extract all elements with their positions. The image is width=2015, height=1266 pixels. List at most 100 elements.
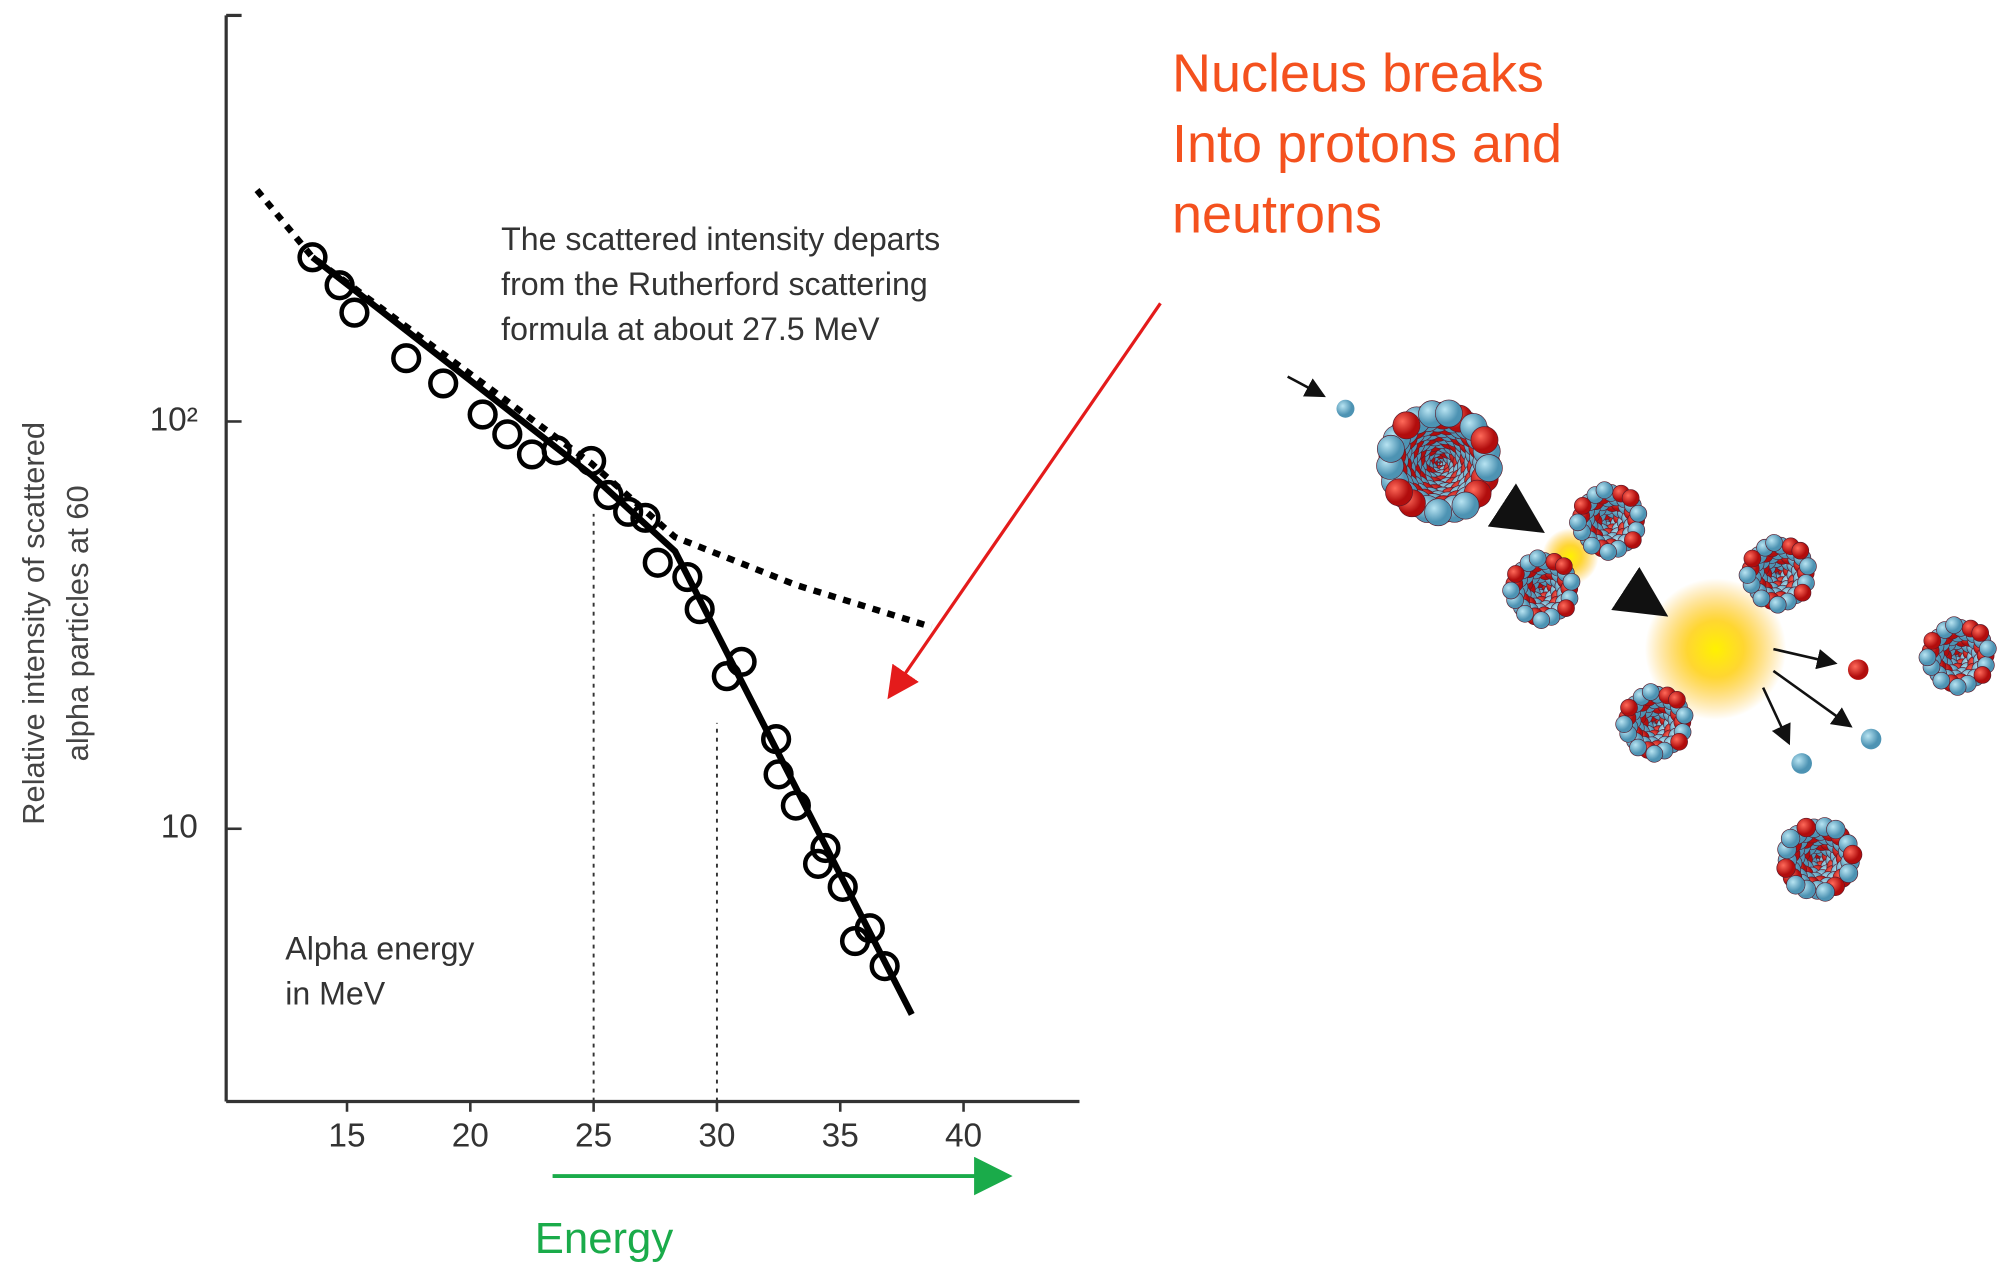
side-note: Into protons and: [1172, 114, 1562, 174]
pointer-arrow: [887, 302, 1162, 700]
nucleon: [1838, 863, 1859, 883]
nucleus: [1502, 549, 1581, 629]
x-tick-label: 40: [945, 1117, 982, 1154]
nucleon: [1470, 426, 1499, 455]
nucleus: [1376, 399, 1503, 527]
data-point: [492, 419, 523, 450]
nucleon: [1451, 491, 1480, 520]
nucleon: [1474, 454, 1503, 482]
nucleon: [1392, 411, 1421, 440]
x-tick-label: 25: [575, 1117, 612, 1154]
nucleon: [1752, 589, 1771, 608]
nucleon: [1385, 478, 1413, 507]
data-point: [810, 832, 841, 864]
y-tick-label: 10: [161, 809, 198, 846]
nucleon: [1562, 572, 1581, 591]
x-tick-label: 30: [698, 1117, 735, 1154]
nucleus: [1569, 481, 1648, 561]
data-point: [428, 368, 459, 399]
nucleon: [1595, 481, 1614, 500]
motion-arrow: [1487, 483, 1545, 534]
data-point: [684, 594, 715, 625]
data-point: [763, 759, 794, 790]
side-note: Nucleus breaks: [1172, 43, 1544, 103]
nucleon: [1516, 605, 1534, 623]
nucleon: [1945, 616, 1963, 634]
nucleon: [1557, 599, 1575, 617]
nucleon: [1645, 745, 1664, 763]
nucleon: [1582, 536, 1601, 555]
data-point: [642, 547, 673, 578]
particle: [1847, 659, 1869, 680]
data-point: [324, 270, 355, 301]
rutherford-curve: [254, 188, 933, 631]
data-point: [869, 951, 900, 982]
nucleon: [1979, 639, 1997, 658]
axis-note: in MeV: [285, 976, 386, 1012]
nucleon: [1796, 817, 1816, 838]
nucleon: [1971, 624, 1990, 642]
nucleon: [1738, 566, 1757, 584]
nucleon: [1670, 733, 1688, 751]
data-point: [391, 343, 422, 374]
nucleon: [1629, 504, 1648, 523]
nucleon: [1615, 715, 1633, 733]
particle: [1860, 728, 1882, 750]
data-point: [827, 871, 858, 902]
motion-arrow: [1611, 566, 1669, 617]
data-point: [780, 790, 811, 821]
data-point: [672, 561, 703, 593]
data-point: [541, 435, 572, 466]
nucleon: [1842, 844, 1863, 865]
motion-arrow: [1773, 647, 1838, 670]
nucleon: [1743, 549, 1762, 568]
nucleon: [1424, 498, 1453, 527]
nucleon: [1641, 683, 1660, 701]
nucleon: [1528, 549, 1547, 568]
data-point: [297, 242, 328, 273]
nucleon: [1768, 595, 1787, 614]
nucleon: [1629, 738, 1647, 757]
nucleus: [1738, 534, 1817, 614]
nucleon: [1791, 541, 1810, 560]
data-point: [593, 479, 624, 511]
nucleon: [1918, 648, 1937, 667]
x-tick-label: 35: [822, 1117, 859, 1154]
data-point: [467, 399, 498, 430]
nucleon: [1599, 543, 1617, 561]
side-note: neutrons: [1172, 185, 1382, 245]
nucleon: [1826, 819, 1846, 840]
annotation: formula at about 27.5 MeV: [501, 311, 880, 347]
nucleon: [1435, 399, 1463, 428]
nucleon: [1780, 828, 1801, 849]
nucleus: [1615, 683, 1694, 763]
nucleon: [1948, 678, 1967, 696]
data-point: [630, 502, 661, 533]
data-point: [339, 297, 370, 328]
data-point: [516, 439, 548, 470]
nucleon: [1621, 489, 1640, 507]
fission-illustration: [1287, 375, 1997, 902]
nucleon: [1815, 882, 1835, 902]
nucleon: [1675, 706, 1694, 725]
data-point: [576, 445, 607, 477]
nucleon: [1765, 534, 1783, 552]
plot-area: 10² 10 15 20 25 30 35 40: [150, 13, 1080, 1154]
nucleon: [1376, 434, 1405, 463]
motion-arrow: [1287, 375, 1326, 398]
data-point: [839, 925, 871, 957]
nucleon: [1799, 557, 1817, 576]
nucleon: [1923, 631, 1942, 650]
nucleon: [1932, 671, 1951, 690]
y-axis-label: Relative intensity of scattered: [16, 422, 51, 825]
nucleus: [1776, 817, 1863, 902]
nucleon: [1507, 565, 1525, 583]
nucleon: [1555, 557, 1573, 575]
y-axis-label: alpha particles at 60: [60, 485, 95, 761]
nucleon: [1624, 531, 1642, 549]
data-point: [726, 646, 757, 677]
x-tick-label: 15: [328, 1117, 365, 1154]
annotation: The scattered intensity departs: [501, 221, 940, 257]
motion-arrow: [1761, 687, 1791, 746]
